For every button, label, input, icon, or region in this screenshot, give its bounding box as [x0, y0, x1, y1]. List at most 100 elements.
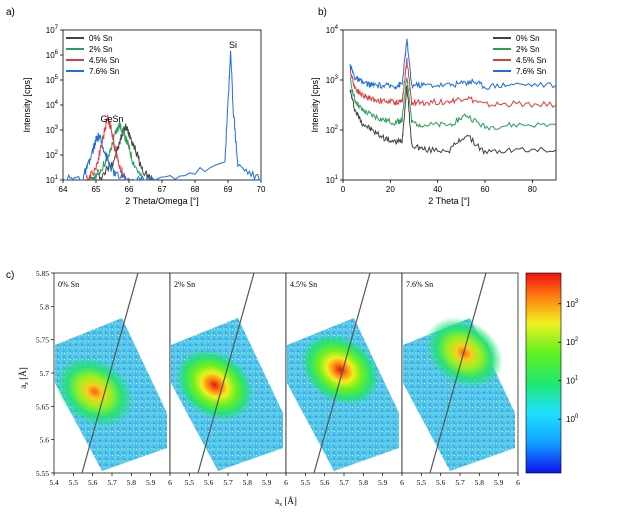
rsm-xtick-label: 5.8: [243, 478, 253, 487]
colorbar: [525, 272, 562, 474]
rsm-xtick-label: 5.7: [107, 478, 117, 487]
chart-a-legend-label: 2% Sn: [89, 45, 113, 54]
rsm-xtick-label: 6: [284, 478, 288, 487]
chart-a-ytick-label: 106: [46, 50, 59, 60]
chart-b-legend-label: 4.5% Sn: [516, 56, 546, 65]
rsm-peak: [301, 334, 380, 406]
rsm-xtick-label: 5.5: [417, 478, 427, 487]
chart-b-series-3: [349, 38, 557, 90]
chart-a-y-ticks: 101 102 103 104 105 106 107: [46, 25, 63, 185]
chart-c-ylabel: az [Å]: [18, 367, 30, 388]
rsm-xtick-label: 5.6: [320, 478, 330, 487]
colorbar-tick-label: 101: [566, 376, 579, 386]
chart-b-xlabel: 2 Theta [°]: [428, 196, 469, 206]
chart-c-y-ticks: 5.85 5.8 5.75 5.7 5.65 5.6 5.55: [36, 269, 54, 478]
chart-c: 0% Sn 2% Sn 4.5% Sn 7.6% Sn 5.855.85.755.75…: [18, 269, 579, 508]
chart-a-xtick-label: 67: [158, 185, 167, 194]
chart-a-ytick-label: 102: [46, 150, 59, 160]
chart-b-ytick-label: 103: [326, 75, 339, 85]
chart-a-series-group: [62, 50, 261, 182]
chart-a-ytick-label: 104: [46, 100, 59, 110]
chart-a-xtick-label: 66: [125, 185, 134, 194]
chart-b-series-0: [349, 84, 557, 155]
rsm-xtick-label: 6: [168, 478, 172, 487]
chart-b-series-1: [349, 77, 557, 131]
rsm-xtick-label: 5.7: [339, 478, 349, 487]
rsm-xtick-label: 5.8: [127, 478, 137, 487]
chart-a-xtick-label: 70: [257, 185, 266, 194]
chart-b-y-ticks: 101 102 103 104: [326, 25, 343, 185]
rsm-panel-2: 4.5% Sn: [285, 272, 403, 474]
chart-b-legend-label: 2% Sn: [516, 45, 540, 54]
rsm-panel-label: 7.6% Sn: [406, 280, 433, 289]
chart-b-series-group: [349, 38, 557, 155]
rsm-xtick-label: 5.6: [88, 478, 98, 487]
chart-a-series-1: [89, 121, 143, 181]
chart-b-xtick-label: 80: [528, 185, 537, 194]
rsm-xtick-label: 5.5: [185, 478, 195, 487]
chart-a-annotation-gesn: GeSn: [100, 114, 123, 124]
rsm-xtick-label: 5.5: [301, 478, 311, 487]
chart-a-series-2: [85, 113, 127, 182]
rsm-xtick-label: 5.8: [359, 478, 369, 487]
chart-a-ytick-label: 103: [46, 125, 59, 135]
chart-a-legend-label: 4.5% Sn: [89, 56, 119, 65]
chart-a-legend: 0% Sn 2% Sn 4.5% Sn 7.6% Sn: [66, 34, 119, 76]
colorbar-ticks: 103 102 101 100: [558, 299, 579, 424]
rsm-peak: [55, 356, 134, 428]
rsm-xtick-label: 5.7: [455, 478, 465, 487]
rsm-xtick-label: 6: [516, 478, 520, 487]
chart-b-legend-label: 7.6% Sn: [516, 67, 546, 76]
rsm-xtick-label: 6: [400, 478, 404, 487]
chart-b-series-2: [349, 57, 557, 109]
panel-label-a: a): [6, 7, 15, 18]
rsm-ytick-label: 5.55: [36, 469, 49, 478]
panel-label-c: c): [6, 270, 14, 281]
chart-a-legend-label: 7.6% Sn: [89, 67, 119, 76]
chart-c-x-ticks: 5.4 5.5 5.6 5.7 5.8 5.9 6 5.5 5.6 5.7 5.8 5.9 6 5.5 5.…: [49, 473, 520, 487]
rsm-xtick-label: 5.9: [494, 478, 504, 487]
chart-b-xtick-label: 40: [433, 185, 442, 194]
rsm-xtick-label: 5.9: [262, 478, 272, 487]
rsm-relaxation-line: [429, 272, 487, 474]
chart-b-ytick-label: 102: [326, 125, 339, 135]
rsm-panel-label: 2% Sn: [174, 280, 195, 289]
chart-b-ylabel: Intensity [cps]: [310, 77, 320, 132]
chart-a-ytick-label: 105: [46, 75, 59, 85]
rsm-xtick-label: 5.8: [475, 478, 485, 487]
chart-a-x-ticks: 64 65 66 67 68 69 70: [59, 180, 266, 194]
chart-a-legend-label: 0% Sn: [89, 34, 113, 43]
rsm-panel-label: 4.5% Sn: [290, 280, 317, 289]
rsm-panel-1: 2% Sn: [169, 272, 287, 474]
rsm-peak: [175, 349, 254, 421]
chart-a-xtick-label: 64: [59, 185, 68, 194]
rsm-ytick-label: 5.75: [36, 336, 49, 345]
colorbar-tick-label: 103: [566, 299, 579, 309]
chart-b-xtick-label: 0: [341, 185, 346, 194]
chart-a-ytick-label: 107: [46, 25, 59, 35]
chart-a-ytick-label: 101: [46, 175, 59, 185]
rsm-ytick-label: 5.85: [36, 269, 49, 278]
chart-a-annotation-si: Si: [229, 40, 237, 50]
chart-a-ylabel: Intensity [cps]: [22, 77, 32, 132]
panel-label-b: b): [318, 7, 327, 18]
colorbar-tick-label: 102: [566, 337, 579, 347]
chart-a-series-3: [62, 50, 261, 182]
chart-c-xlabel: ax [Å]: [275, 496, 297, 508]
chart-a-series-0: [88, 123, 153, 182]
rsm-panel-label: 0% Sn: [58, 280, 79, 289]
rsm-relaxation-line: [81, 272, 139, 474]
rsm-xtick-label: 5.4: [49, 478, 59, 487]
chart-a-xlabel: 2 Theta/Omega [°]: [125, 196, 198, 206]
chart-b-ytick-label: 101: [326, 175, 339, 185]
chart-b-xtick-label: 20: [386, 185, 395, 194]
chart-b: 0 20 40 60 80 101 102 103 104 2 Theta [°] Inten…: [310, 25, 557, 206]
chart-b-xtick-label: 60: [481, 185, 490, 194]
rsm-xtick-label: 5.6: [436, 478, 446, 487]
rsm-xtick-label: 5.6: [204, 478, 214, 487]
rsm-relaxation-line: [197, 272, 255, 474]
chart-b-x-ticks: 0 20 40 60 80: [341, 180, 537, 194]
rsm-ytick-label: 5.6: [40, 436, 50, 445]
chart-a-xtick-label: 69: [224, 185, 233, 194]
